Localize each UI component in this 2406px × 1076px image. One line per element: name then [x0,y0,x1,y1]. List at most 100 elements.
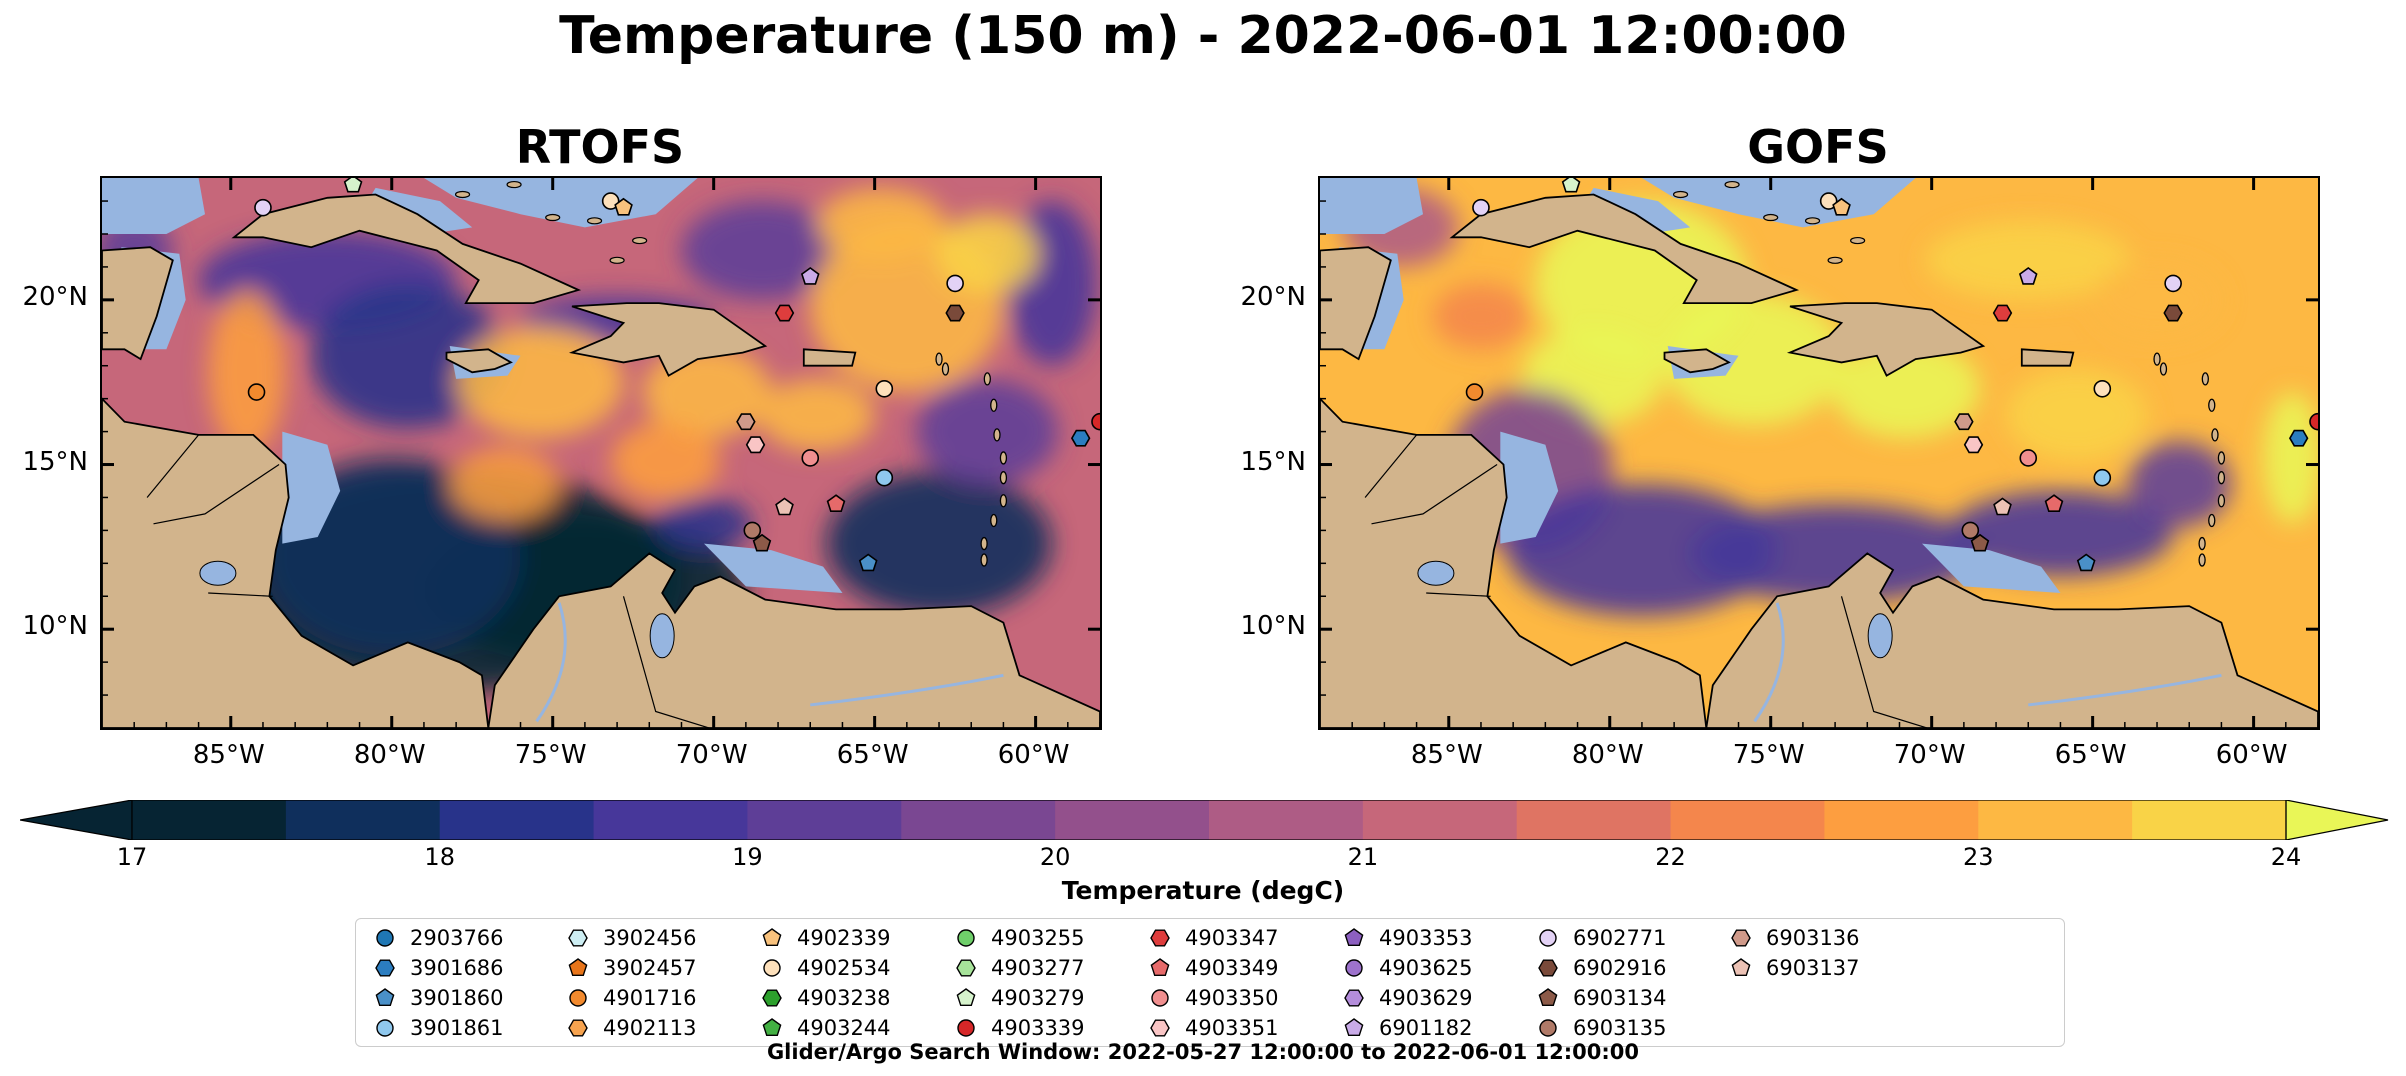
legend-label: 4903625 [1379,956,1473,980]
float-marker-4903349[interactable] [2044,494,2064,512]
legend-entry-4903277: 4903277 [955,953,1085,983]
float-marker-6903137[interactable] [775,497,794,516]
lat-tick-label: 20°N [22,281,88,312]
hexagon-marker-icon [762,989,782,1007]
legend-entry-6903137: 6903137 [1730,953,1860,983]
circle-marker-icon [376,1019,394,1037]
float-marker-4903339[interactable] [1091,412,1100,431]
hexagon-marker-icon [1344,989,1364,1007]
float-marker-4902534[interactable] [2093,379,2112,398]
float-marker-4903351[interactable] [1963,436,1984,454]
legend-entry-4903279: 4903279 [955,983,1085,1013]
pentagon-marker-icon [1731,958,1751,976]
legend-entry-4903244: 4903244 [761,1013,891,1043]
legend-entry-6902771: 6902771 [1537,923,1667,953]
float-marker-6902771[interactable] [1472,198,1490,217]
land-cuba [1449,193,1800,304]
float-marker-6902916[interactable] [945,304,965,322]
map-panel-rtofs[interactable] [100,176,1102,730]
lon-tick-label: 65°W [2054,740,2127,770]
float-marker-6902771[interactable] [2164,274,2182,293]
legend-entry-2903766: 2903766 [374,923,504,953]
float-marker-4901716[interactable] [1465,383,1484,401]
legend-entry-4901716: 4901716 [567,983,697,1013]
pentagon-marker-icon [956,988,976,1006]
legend-entry-6902916: 6902916 [1537,953,1667,983]
float-marker-3901686[interactable] [1070,429,1091,447]
lon-tick-label: 75°W [1732,740,1805,770]
float-marker-4903351[interactable] [745,436,766,454]
float-marker-6903134[interactable] [1970,533,1990,552]
lon-tick-label: 80°W [353,740,426,770]
map-panel-gofs[interactable] [1318,176,2320,730]
float-marker-4902339[interactable] [614,197,633,216]
float-marker-3901860[interactable] [2076,553,2096,572]
float-marker-6902771[interactable] [254,198,272,217]
float-marker-6903135[interactable] [743,521,762,540]
legend-label: 4903353 [1379,926,1473,950]
float-marker-3901860[interactable] [858,553,878,572]
float-marker-4903347[interactable] [1992,304,2013,322]
float-marker-4903339[interactable] [2309,412,2318,431]
float-marker-6903136[interactable] [736,413,756,431]
legend-entry-6903134: 6903134 [1537,983,1667,1013]
hexagon-marker-icon [1150,1019,1170,1037]
land-jamaica [1663,348,1731,374]
float-marker-4903279[interactable] [1561,178,1581,193]
land-puertoRico [802,348,857,367]
land-central [102,397,490,728]
float-marker-3901686[interactable] [2288,429,2309,447]
legend-label: 6903137 [1766,956,1860,980]
legend-label: 6902771 [1573,926,1667,950]
float-marker-4903279[interactable] [343,178,363,193]
float-marker-4903350[interactable] [801,449,820,467]
legend-entry-4903347: 4903347 [1149,923,1279,953]
pentagon-marker-icon [762,1018,782,1036]
float-marker-6903137[interactable] [1993,497,2012,516]
float-marker-4901716[interactable] [247,383,266,401]
lon-tick-label: 60°W [2215,740,2288,770]
hexagon-marker-icon [568,929,588,947]
legend-entry-4902113: 4902113 [567,1013,697,1043]
float-marker-4903347[interactable] [774,304,795,322]
land-yucatan [102,246,174,361]
legend-label: 3902457 [603,956,697,980]
land-yucatan [1320,246,1392,361]
legend-entry-4903351: 4903351 [1149,1013,1279,1043]
float-marker-3901861[interactable] [2093,468,2112,487]
legend-entry-3902456: 3902456 [567,923,697,953]
float-marker-4903349[interactable] [826,494,846,512]
legend-label: 3901861 [410,1016,504,1040]
legend-entry-6903135: 6903135 [1537,1013,1667,1043]
float-marker-4902339[interactable] [1832,197,1851,216]
search-window-note: Glider/Argo Search Window: 2022-05-27 12… [766,1040,1640,1064]
float-marker-6902916[interactable] [2163,304,2183,322]
float-marker-6903134[interactable] [752,533,772,552]
lon-tick-label: 75°W [514,740,587,770]
legend-entry-4903353: 4903353 [1343,923,1473,953]
float-marker-4902534[interactable] [875,379,894,398]
colorbar [20,800,2389,840]
float-marker-3901861[interactable] [875,468,894,487]
float-marker-6902771[interactable] [946,274,964,293]
float-marker-4903350[interactable] [2019,449,2038,467]
lon-tick-label: 70°W [675,740,748,770]
land-hispaniola [568,302,768,377]
float-marker-6903136[interactable] [1954,413,1974,431]
legend-label: 4903339 [991,1016,1085,1040]
lon-tick-label: 70°W [1893,740,1966,770]
pentagon-marker-icon [1344,928,1364,946]
map-canvas-gofs [1320,178,2318,728]
panel-title-rtofs: RTOFS [515,120,685,174]
hexagon-marker-icon [568,1019,588,1037]
colorbar-tick-label: 22 [1655,843,1686,871]
legend-entry-4902534: 4902534 [761,953,891,983]
float-marker-6901182[interactable] [2018,267,2038,285]
legend-entry-4903255: 4903255 [955,923,1085,953]
circle-marker-icon [1151,989,1169,1007]
colorbar-tick-label: 21 [1347,843,1379,871]
land-cuba [231,193,582,304]
legend-entry-6903136: 6903136 [1730,923,1860,953]
float-marker-6903135[interactable] [1961,521,1980,540]
float-marker-6901182[interactable] [800,267,820,285]
